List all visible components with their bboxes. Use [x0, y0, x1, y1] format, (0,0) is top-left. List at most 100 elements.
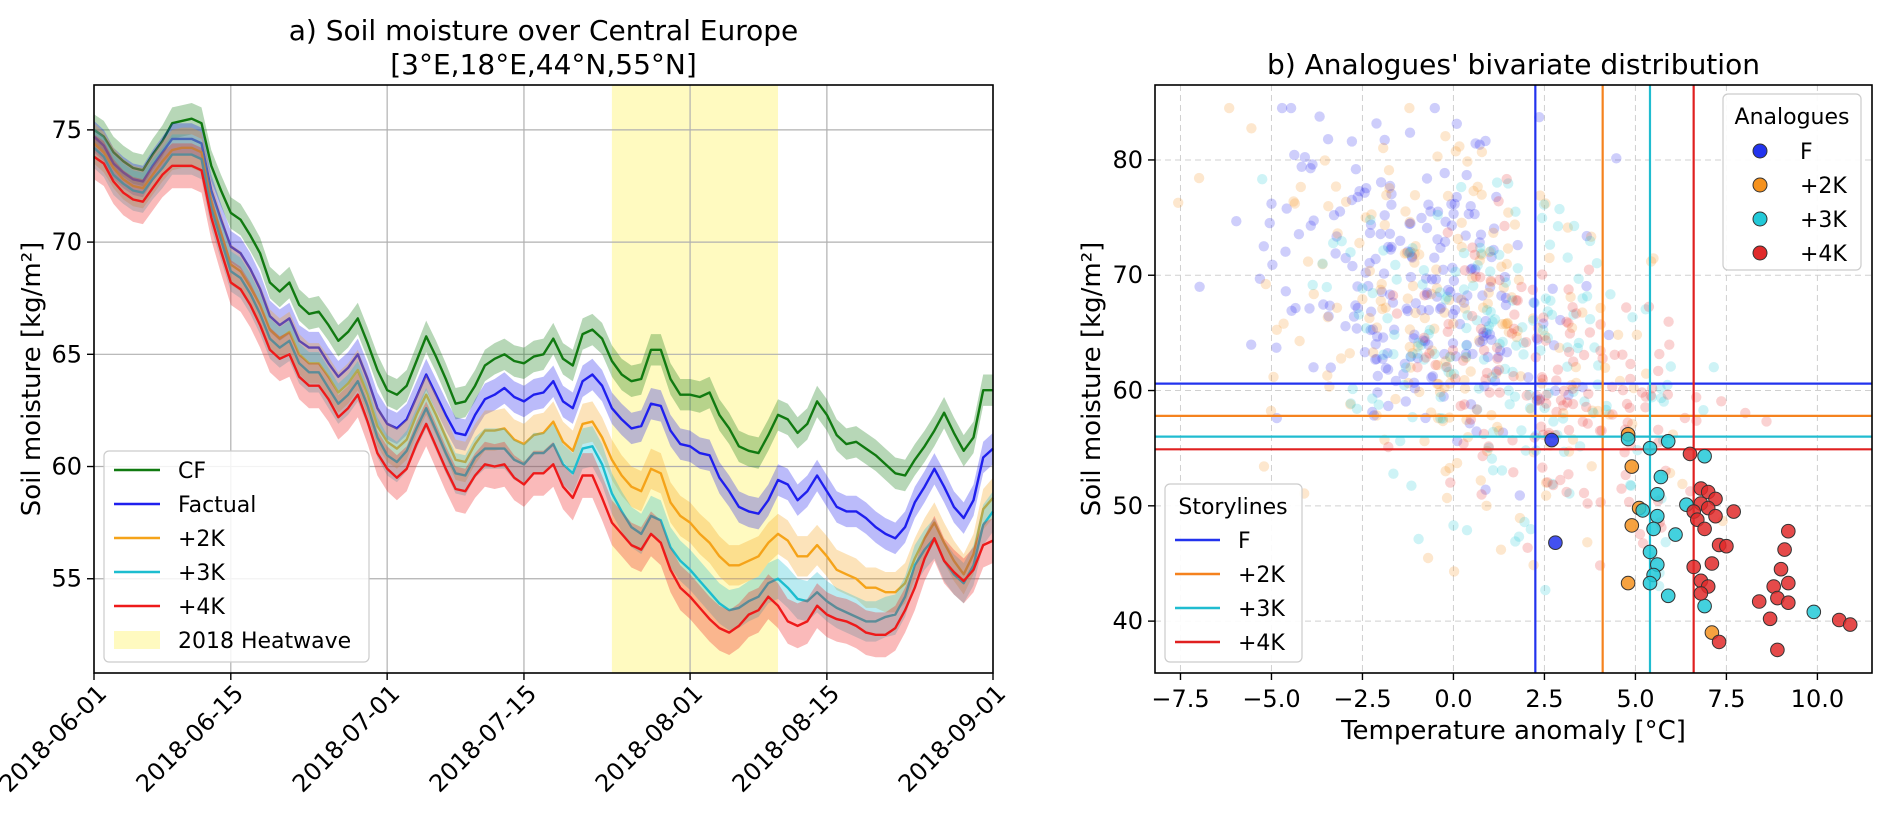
cloud-point [1537, 374, 1549, 385]
cloud-point [1561, 486, 1572, 498]
cloud-point [1476, 489, 1487, 500]
ylabel-a: Soil moisture [kg/m²] [17, 242, 47, 517]
cloud-point [1332, 228, 1343, 239]
cloud-point [1484, 281, 1496, 293]
cloud-point [1478, 345, 1490, 356]
cloud-point [1494, 338, 1505, 349]
cloud-point [1351, 323, 1363, 334]
cloud-point [1377, 353, 1388, 364]
cloud-point [1443, 318, 1454, 330]
cloud-point [1290, 302, 1301, 314]
cloud-point [1331, 302, 1343, 313]
cloud-point [1331, 231, 1342, 242]
cloud-point [1462, 310, 1473, 321]
cloud-point [1589, 342, 1600, 353]
cloud-point [1324, 300, 1336, 311]
ytick-label-b: 50 [1112, 492, 1143, 520]
cloud-point [1423, 199, 1434, 210]
cloud-point [1367, 406, 1378, 418]
cloud-point [1468, 185, 1479, 197]
cloud-point [1582, 418, 1593, 429]
cloud-point [1502, 318, 1513, 329]
cloud-point [1409, 248, 1420, 259]
cloud-point [1379, 210, 1390, 221]
cloud-point [1299, 152, 1311, 163]
legend-swatch [114, 631, 160, 649]
legend-title-storylines: Storylines [1178, 495, 1287, 520]
cloud-point [1481, 305, 1493, 316]
cloud-point [1582, 498, 1593, 509]
cloud-point [1409, 190, 1421, 201]
axes-frame-a [93, 84, 994, 674]
cloud-point [1503, 178, 1514, 189]
cloud-point [1395, 235, 1406, 246]
xtick-label-b: 5.0 [1616, 685, 1654, 713]
cloud-point [1380, 362, 1392, 374]
cloud-point [1340, 321, 1351, 332]
cloud-point [1435, 413, 1446, 424]
cloud-point [1540, 335, 1552, 346]
cloud-point [1354, 186, 1365, 197]
cloud-point [1563, 318, 1574, 329]
cloud-point [1305, 163, 1316, 174]
cloud-point [1424, 348, 1435, 359]
cloud-point [1514, 490, 1526, 501]
cloud-point [1563, 469, 1574, 480]
cloud-point [1584, 327, 1596, 338]
cloud-point [1482, 324, 1493, 336]
cloud-point [1506, 328, 1518, 339]
cloud-point [1325, 362, 1337, 373]
cloud-point [1372, 331, 1383, 342]
cloud-point [1264, 217, 1275, 229]
series-line-+4K [93, 155, 994, 636]
cloud-point [1404, 218, 1415, 229]
cloud-point [1482, 298, 1494, 309]
cloud-point [1378, 268, 1390, 279]
cloud-point [1460, 348, 1472, 360]
cloud-point [1555, 314, 1566, 326]
cloud-point [1654, 348, 1665, 360]
cloud-point [1419, 354, 1430, 365]
xlabel-b: Temperature anomaly [°C] [1340, 716, 1686, 746]
cloud-point [1465, 201, 1476, 212]
cloud-point [1545, 295, 1556, 306]
cloud-point [1429, 102, 1441, 114]
cloud-point [1371, 322, 1383, 333]
cloud-point [1334, 206, 1346, 217]
cloud-point [1423, 328, 1434, 340]
cloud-point [1439, 236, 1451, 247]
cloud-point [1401, 247, 1413, 259]
cloud-point [1472, 181, 1483, 192]
cloud-point [1446, 198, 1457, 210]
cloud-point [1451, 118, 1463, 129]
cloud-point [1257, 174, 1268, 185]
cloud-point [1440, 216, 1451, 227]
cloud-point [1173, 197, 1184, 208]
cloud-point [1308, 288, 1320, 300]
cloud-point [1440, 131, 1451, 142]
cloud-point [1473, 383, 1485, 394]
cloud-point [1542, 477, 1553, 488]
cloud-point [1460, 352, 1472, 363]
cloud-point [1370, 339, 1381, 350]
legend-label: +2K [1800, 174, 1847, 199]
cloud-point [1366, 209, 1377, 220]
cloud-point [1481, 328, 1492, 339]
cloud-point [1611, 153, 1622, 164]
cloud-point [1258, 241, 1270, 252]
cloud-point [1404, 324, 1416, 335]
analogue-point-+3K [1642, 575, 1658, 591]
cloud-point [1407, 348, 1418, 359]
cloud-point [1518, 337, 1529, 349]
cloud-point [1658, 396, 1670, 407]
cloud-point [1621, 302, 1632, 313]
cloud-point [1679, 412, 1691, 424]
cloud-point [1383, 165, 1395, 176]
cloud-point [1507, 366, 1518, 378]
cloud-point [1572, 342, 1584, 354]
analogue-point-+4K [1751, 594, 1767, 609]
cloud-point [1509, 391, 1521, 402]
cloud-point [1475, 229, 1487, 240]
cloud-point [1477, 450, 1488, 462]
cloud-point [1558, 446, 1570, 457]
